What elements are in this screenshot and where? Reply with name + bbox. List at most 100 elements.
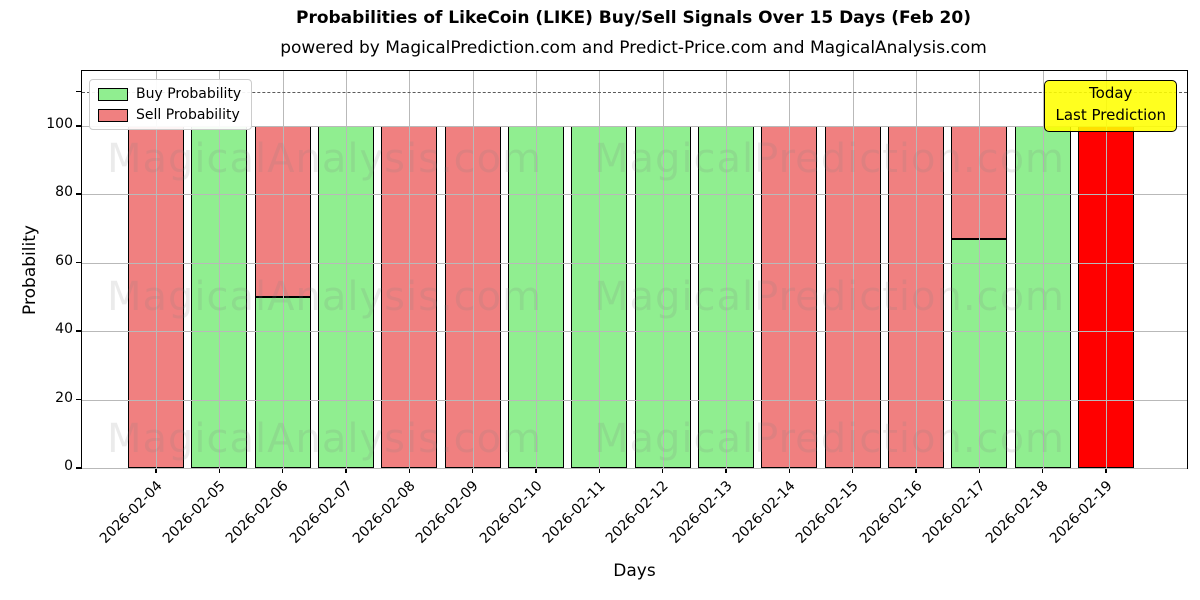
bar-group-2026-02-04 (128, 125, 184, 468)
gridline-vertical (1042, 71, 1044, 468)
x-tick-label: 2026-02-15 (793, 478, 862, 547)
x-axis-tick (281, 468, 284, 473)
x-tick-label: 2026-02-06 (223, 478, 292, 547)
x-axis-tick (788, 468, 791, 473)
x-tick-label: 2026-02-05 (159, 478, 229, 547)
watermark-text: MagicalPrediction.com (594, 136, 1065, 182)
today-annotation: Today Last Prediction (1044, 80, 1177, 132)
bar-group-2026-02-09 (444, 125, 501, 468)
y-tick-label: 40 (55, 321, 73, 338)
bar-group-2026-02-19 (1078, 125, 1134, 468)
x-axis-tick (408, 468, 411, 473)
x-tick-label: 2026-02-10 (476, 478, 546, 547)
gridline-vertical (472, 71, 474, 468)
x-axis-tick (218, 468, 221, 473)
bar-group-2026-02-11 (571, 125, 628, 468)
gridline-vertical (979, 71, 981, 468)
legend-label: Buy Probability (136, 86, 242, 102)
y-tick-label: 100 (46, 115, 73, 132)
bar-segment-sell (381, 125, 438, 468)
x-tick-label: 2026-02-11 (539, 478, 609, 547)
x-axis-tick (598, 468, 601, 473)
x-tick-label: 2026-02-07 (286, 478, 356, 547)
bar-segment-sell (128, 125, 184, 468)
bar-group-2026-02-07 (318, 125, 374, 468)
bar-segment-buy (508, 125, 564, 468)
x-axis-tick (345, 468, 347, 473)
y-tick-label: 80 (55, 184, 73, 201)
x-tick-label: 2026-02-09 (413, 478, 482, 547)
gridline-vertical (156, 71, 157, 468)
gridline-horizontal (82, 331, 1187, 333)
legend-item: Sell Probability (98, 107, 241, 123)
watermark-text: MagicalAnalysis.com (107, 416, 543, 462)
x-axis-tick (155, 468, 157, 473)
bar-segment-sell (761, 125, 818, 468)
gridline-vertical (726, 71, 727, 468)
chart-title: Probabilities of LikeCoin (LIKE) Buy/Sel… (295, 8, 971, 28)
bar-segment-buy (318, 125, 374, 468)
bar-group-2026-02-16 (888, 125, 944, 468)
bar-group-2026-02-12 (634, 125, 691, 468)
x-tick-label: 2026-02-08 (349, 478, 419, 547)
gridline-vertical (282, 71, 284, 468)
watermark-layer: MagicalAnalysis.com MagicalPrediction.com… (82, 71, 1187, 468)
gridline-vertical (219, 71, 221, 468)
gridline-vertical (599, 71, 601, 468)
x-axis-tick (661, 468, 664, 473)
x-axis-tick (915, 468, 917, 473)
legend-item: Buy Probability (98, 86, 241, 102)
bar-segment-buy (571, 125, 628, 468)
today-annotation-line1: Today (1089, 84, 1133, 102)
y-axis-tick (76, 330, 82, 332)
x-tick-label: 2026-02-19 (1046, 478, 1116, 547)
chart-subtitle: powered by MagicalPrediction.com and Pre… (280, 38, 987, 58)
watermark-text: MagicalPrediction.com (594, 416, 1065, 462)
legend-swatch (98, 108, 128, 122)
bar-group-2026-02-05 (191, 125, 248, 468)
gridline-vertical (409, 71, 411, 468)
watermark-text: MagicalAnalysis.com (107, 136, 543, 182)
x-axis-tick (725, 468, 727, 473)
bar-segment-today (1078, 125, 1134, 468)
x-tick-label: 2026-02-12 (603, 478, 672, 547)
x-axis-tick (1041, 468, 1044, 473)
legend: Buy Probability Sell Probability (89, 79, 253, 130)
x-tick-label: 2026-02-04 (96, 478, 166, 547)
bar-segment-buy (191, 125, 248, 468)
legend-swatch (98, 87, 128, 101)
x-tick-label: 2026-02-18 (983, 478, 1052, 547)
bar-segment-sell (824, 125, 881, 468)
y-tick-label: 0 (64, 458, 73, 474)
x-axis-tick (978, 468, 981, 473)
bar-segment-buy (698, 125, 754, 468)
bar-group-2026-02-14 (761, 125, 818, 468)
x-axis-tick (535, 468, 537, 473)
bar-group-2026-02-15 (824, 125, 881, 468)
watermark-text: MagicalAnalysis.com (107, 274, 543, 320)
gridline-horizontal (82, 194, 1187, 196)
bar-group-2026-02-08 (381, 125, 438, 468)
bar-segment-sell (951, 125, 1008, 239)
x-axis-label: Days (613, 561, 656, 581)
threshold-dashed-line (82, 91, 1187, 93)
x-axis-tick (1105, 468, 1107, 473)
today-annotation-line2: Last Prediction (1055, 105, 1166, 124)
bar-group-2026-02-17 (951, 125, 1008, 468)
y-axis-tick (76, 125, 82, 127)
y-axis-tick (76, 398, 82, 401)
bar-segment-buy (951, 238, 1008, 468)
bar-group-2026-02-18 (1014, 125, 1071, 468)
gridline-horizontal (82, 468, 1187, 469)
y-tick-label: 20 (55, 389, 73, 406)
watermark-text: MagicalPrediction.com (594, 274, 1065, 320)
gridline-vertical (852, 71, 854, 468)
y-axis-label: Probability (20, 224, 40, 315)
gridline-vertical (916, 71, 917, 468)
bar-segment-sell (254, 125, 311, 297)
x-tick-label: 2026-02-13 (666, 478, 736, 547)
gridline-vertical (789, 71, 791, 468)
bar-group-2026-02-10 (508, 125, 564, 468)
x-axis-tick (851, 468, 854, 473)
